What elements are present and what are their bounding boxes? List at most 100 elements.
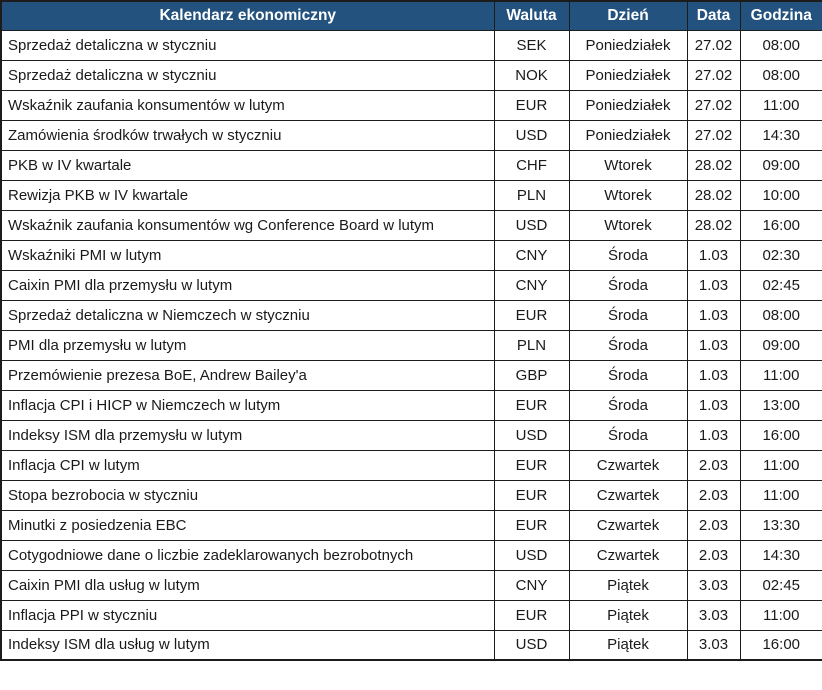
cell-date: 2.03 bbox=[686, 539, 741, 571]
cell-currency: USD bbox=[493, 419, 570, 451]
cell-time: 13:00 bbox=[739, 389, 822, 421]
table-row: Sprzedaż detaliczna w Niemczech w styczn… bbox=[0, 299, 822, 331]
cell-currency: SEK bbox=[493, 29, 570, 61]
cell-date: 27.02 bbox=[686, 59, 741, 91]
table-row: Sprzedaż detaliczna w styczniu NOK Poniedz… bbox=[0, 59, 822, 91]
cell-time: 02:45 bbox=[739, 269, 822, 301]
header-date: Data bbox=[686, 0, 741, 31]
cell-time: 11:00 bbox=[739, 89, 822, 121]
cell-time: 13:30 bbox=[739, 509, 822, 541]
table-row: Indeksy ISM dla przemysłu w lutym USD Środ… bbox=[0, 419, 822, 451]
cell-event: Rewizja PKB w IV kwartale bbox=[0, 179, 495, 211]
cell-currency: USD bbox=[493, 629, 570, 661]
cell-date: 2.03 bbox=[686, 509, 741, 541]
cell-event: Sprzedaż detaliczna w Niemczech w styczn… bbox=[0, 299, 495, 331]
cell-time: 08:00 bbox=[739, 59, 822, 91]
cell-date: 27.02 bbox=[686, 119, 741, 151]
cell-date: 2.03 bbox=[686, 479, 741, 511]
header-time: Godzina bbox=[739, 0, 822, 31]
table-row: Wskaźniki PMI w lutym CNY Środa 1.03 02:30 bbox=[0, 239, 822, 271]
cell-time: 08:00 bbox=[739, 299, 822, 331]
cell-day: Wtorek bbox=[568, 179, 688, 211]
cell-date: 3.03 bbox=[686, 569, 741, 601]
cell-day: Czwartek bbox=[568, 449, 688, 481]
cell-time: 16:00 bbox=[739, 419, 822, 451]
cell-day: Piątek bbox=[568, 629, 688, 661]
cell-time: 16:00 bbox=[739, 629, 822, 661]
table-row: Rewizja PKB w IV kwartale PLN Wtorek 28.02 1… bbox=[0, 179, 822, 211]
cell-day: Wtorek bbox=[568, 209, 688, 241]
header-row: Kalendarz ekonomiczny Waluta Dzień Data … bbox=[0, 0, 822, 31]
cell-currency: USD bbox=[493, 539, 570, 571]
cell-currency: EUR bbox=[493, 449, 570, 481]
cell-event: Caixin PMI dla przemysłu w lutym bbox=[0, 269, 495, 301]
cell-day: Wtorek bbox=[568, 149, 688, 181]
cell-date: 3.03 bbox=[686, 599, 741, 631]
cell-currency: EUR bbox=[493, 509, 570, 541]
cell-time: 10:00 bbox=[739, 179, 822, 211]
header-calendar-title: Kalendarz ekonomiczny bbox=[0, 0, 495, 31]
cell-day: Poniedziałek bbox=[568, 119, 688, 151]
cell-event: Sprzedaż detaliczna w styczniu bbox=[0, 29, 495, 61]
cell-date: 1.03 bbox=[686, 239, 741, 271]
cell-date: 28.02 bbox=[686, 149, 741, 181]
table-row: Cotygodniowe dane o liczbie zadeklarowan… bbox=[0, 539, 822, 571]
cell-date: 1.03 bbox=[686, 419, 741, 451]
cell-event: Indeksy ISM dla przemysłu w lutym bbox=[0, 419, 495, 451]
cell-currency: CNY bbox=[493, 569, 570, 601]
cell-event: Sprzedaż detaliczna w styczniu bbox=[0, 59, 495, 91]
cell-event: Wskaźnik zaufania konsumentów wg Confere… bbox=[0, 209, 495, 241]
table-row: Indeksy ISM dla usług w lutym USD Piątek 3.… bbox=[0, 629, 822, 661]
table-row: Sprzedaż detaliczna w styczniu SEK Poniedz… bbox=[0, 29, 822, 61]
cell-date: 27.02 bbox=[686, 29, 741, 61]
cell-event: Indeksy ISM dla usług w lutym bbox=[0, 629, 495, 661]
cell-event: Przemówienie prezesa BoE, Andrew Bailey'… bbox=[0, 359, 495, 391]
cell-currency: NOK bbox=[493, 59, 570, 91]
table-row: Inflacja PPI w styczniu EUR Piątek 3.03 11:0… bbox=[0, 599, 822, 631]
cell-time: 02:30 bbox=[739, 239, 822, 271]
cell-day: Czwartek bbox=[568, 479, 688, 511]
table-row: PMI dla przemysłu w lutym PLN Środa 1.03 09:… bbox=[0, 329, 822, 361]
table-body: Sprzedaż detaliczna w styczniu SEK Poniedz… bbox=[0, 29, 822, 661]
header-currency: Waluta bbox=[493, 0, 570, 31]
cell-date: 28.02 bbox=[686, 209, 741, 241]
cell-event: Inflacja PPI w styczniu bbox=[0, 599, 495, 631]
cell-date: 1.03 bbox=[686, 329, 741, 361]
table-row: Caixin PMI dla usług w lutym CNY Piątek 3.0… bbox=[0, 569, 822, 601]
cell-date: 1.03 bbox=[686, 299, 741, 331]
table-row: Caixin PMI dla przemysłu w lutym CNY Środa… bbox=[0, 269, 822, 301]
cell-date: 28.02 bbox=[686, 179, 741, 211]
cell-day: Piątek bbox=[568, 599, 688, 631]
cell-currency: EUR bbox=[493, 89, 570, 121]
cell-time: 14:30 bbox=[739, 539, 822, 571]
cell-event: PMI dla przemysłu w lutym bbox=[0, 329, 495, 361]
cell-currency: USD bbox=[493, 119, 570, 151]
cell-day: Czwartek bbox=[568, 509, 688, 541]
cell-time: 11:00 bbox=[739, 479, 822, 511]
cell-event: Caixin PMI dla usług w lutym bbox=[0, 569, 495, 601]
cell-currency: CHF bbox=[493, 149, 570, 181]
cell-currency: CNY bbox=[493, 239, 570, 271]
cell-day: Środa bbox=[568, 239, 688, 271]
economic-calendar-table: Kalendarz ekonomiczny Waluta Dzień Data … bbox=[0, 0, 822, 661]
cell-time: 14:30 bbox=[739, 119, 822, 151]
cell-day: Środa bbox=[568, 419, 688, 451]
cell-time: 11:00 bbox=[739, 599, 822, 631]
cell-event: Minutki z posiedzenia EBC bbox=[0, 509, 495, 541]
cell-currency: CNY bbox=[493, 269, 570, 301]
cell-time: 11:00 bbox=[739, 449, 822, 481]
table-row: Inflacja CPI i HICP w Niemczech w lutym E… bbox=[0, 389, 822, 421]
cell-currency: PLN bbox=[493, 179, 570, 211]
cell-currency: EUR bbox=[493, 389, 570, 421]
cell-event: Wskaźnik zaufania konsumentów w lutym bbox=[0, 89, 495, 121]
cell-currency: EUR bbox=[493, 299, 570, 331]
cell-currency: GBP bbox=[493, 359, 570, 391]
cell-day: Środa bbox=[568, 359, 688, 391]
cell-date: 3.03 bbox=[686, 629, 741, 661]
cell-currency: EUR bbox=[493, 599, 570, 631]
cell-time: 09:00 bbox=[739, 329, 822, 361]
economic-calendar: Kalendarz ekonomiczny Waluta Dzień Data … bbox=[0, 0, 822, 661]
header-day: Dzień bbox=[568, 0, 688, 31]
table-row: Stopa bezrobocia w styczniu EUR Czwartek 2.… bbox=[0, 479, 822, 511]
cell-day: Środa bbox=[568, 329, 688, 361]
